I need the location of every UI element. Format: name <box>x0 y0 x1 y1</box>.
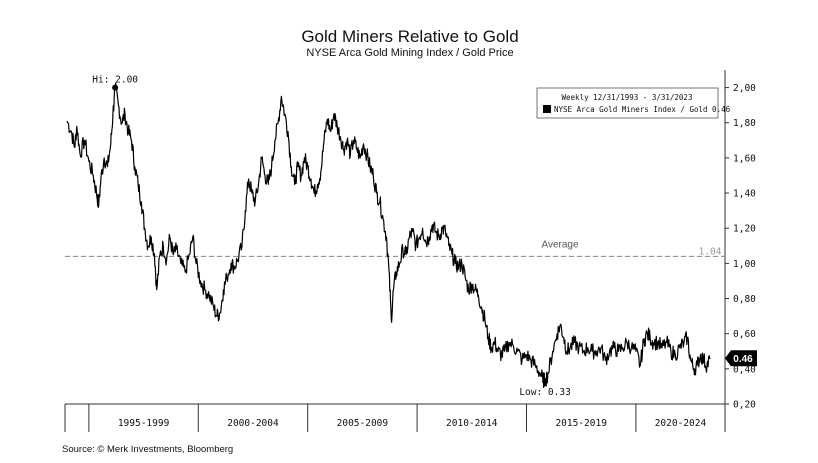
x-period-label: 2005-2009 <box>337 418 389 429</box>
y-tick-label: 0,60 <box>733 329 756 340</box>
legend-header: Weekly 12/31/1993 - 3/31/2023 <box>562 93 693 102</box>
x-period-label: 2010-2014 <box>446 418 498 429</box>
y-tick-label: 0,80 <box>733 294 756 305</box>
y-tick-label: 1,00 <box>733 259 756 270</box>
y-tick-label: 0,40 <box>733 364 756 375</box>
y-axis-ticks: 0,20 0,40 0,60 0,80 1,00 1,20 1,40 1,60 1,80 2,00 <box>725 83 756 411</box>
chart-title: Gold Miners Relative to Gold <box>301 27 518 46</box>
y-tick-label: 0,20 <box>733 400 756 411</box>
average-label: Average <box>541 239 579 250</box>
last-value-label: 0.46 <box>733 354 753 365</box>
x-period-label: 2000-2004 <box>227 418 279 429</box>
y-tick-label: 1,80 <box>733 118 756 129</box>
high-annotation: Hi: 2.00 <box>92 75 138 86</box>
x-period-label: 1995-1999 <box>118 418 170 429</box>
y-tick-label: 1,60 <box>733 153 756 164</box>
y-tick-label: 1,20 <box>733 224 756 235</box>
high-point-marker <box>112 84 119 91</box>
low-point-marker <box>542 378 549 385</box>
series-line <box>66 82 711 388</box>
legend: Weekly 12/31/1993 - 3/31/2023 NYSE Arca … <box>536 87 731 119</box>
x-period-label: 2020-2024 <box>655 418 707 429</box>
chart-subtitle: NYSE Arca Gold Mining Index / Gold Price <box>306 47 513 59</box>
source-note: Source: © Merk Investments, Bloomberg <box>62 444 234 455</box>
low-annotation: Low: 0.33 <box>519 387 570 398</box>
x-axis-ticks: 1995-1999 2000-2004 2005-2009 2010-2014 2015… <box>88 404 707 432</box>
legend-entry: NYSE Arca Gold Miners Index / Gold 0.46 <box>554 105 731 114</box>
x-period-label: 2015-2019 <box>555 418 607 429</box>
legend-swatch <box>543 105 551 113</box>
legend-box <box>536 87 719 119</box>
average-value-label: 1.04 <box>699 246 722 257</box>
y-tick-label: 1,40 <box>733 189 756 200</box>
y-tick-label: 2,00 <box>733 83 756 94</box>
last-value-badge-shape <box>725 350 757 367</box>
last-value-badge: 0.46 <box>725 350 757 367</box>
